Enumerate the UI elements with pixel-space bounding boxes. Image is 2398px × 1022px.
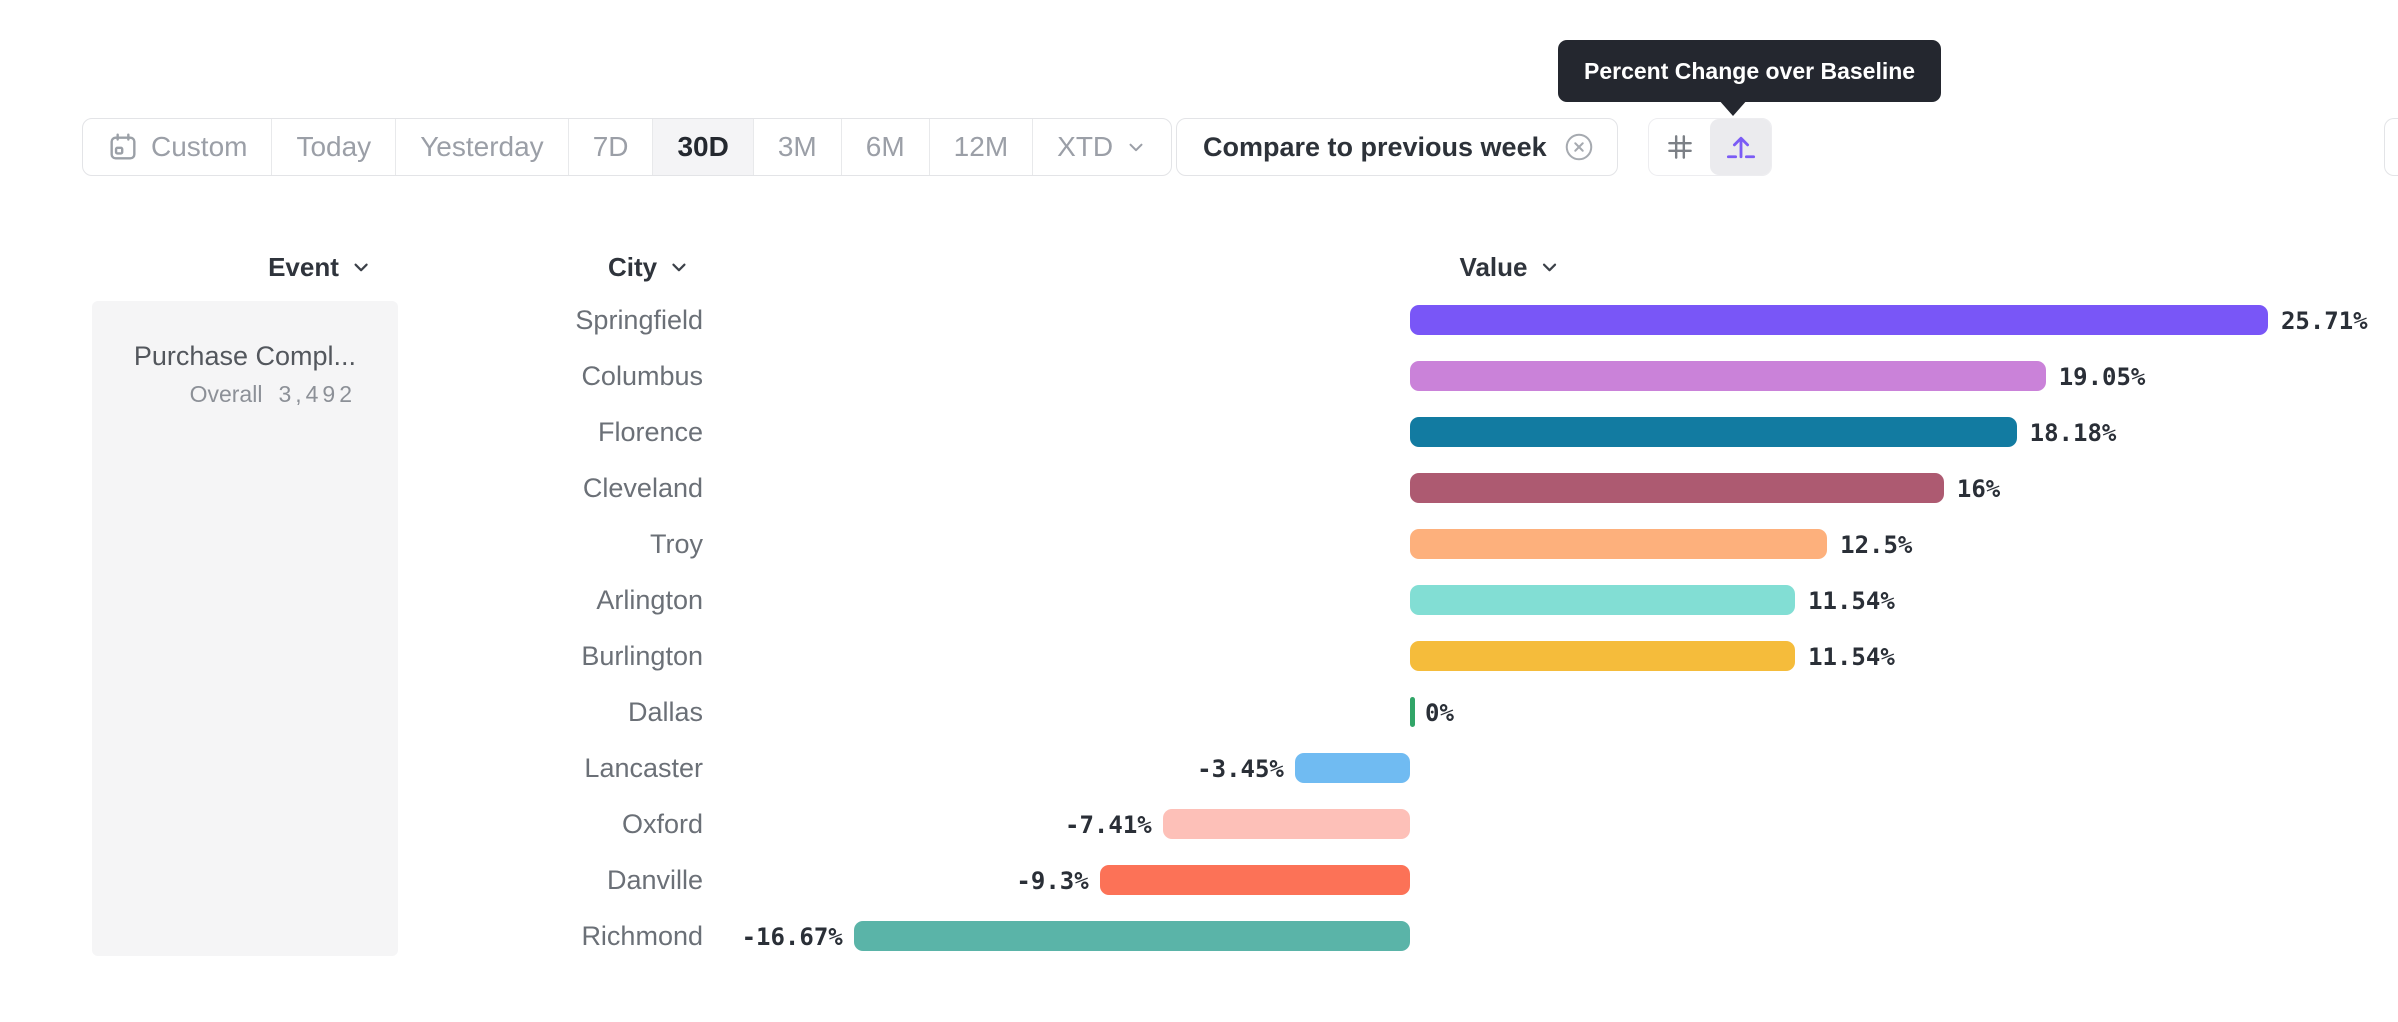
city-label-troy[interactable]: Troy — [650, 529, 703, 559]
date-range-yesterday[interactable]: Yesterday — [395, 119, 568, 175]
date-range-label: 3M — [777, 131, 817, 162]
value-bar[interactable] — [1410, 697, 1415, 727]
bar-value-label: 25.71% — [2280, 307, 2368, 335]
city-label-oxford[interactable]: Oxford — [621, 809, 703, 839]
date-range-3m[interactable]: 3M — [752, 119, 841, 175]
date-range-label: Custom — [151, 131, 248, 162]
event-metric-value: 3,492 — [278, 381, 356, 407]
value-bar[interactable] — [1410, 585, 1796, 615]
bar-value-label: 19.05% — [2058, 363, 2146, 391]
city-label-arlington[interactable]: Arlington — [596, 585, 703, 615]
date-range-custom[interactable]: Custom — [83, 119, 271, 175]
bar-value-label: 0% — [1425, 699, 1454, 727]
chevron-down-icon — [350, 256, 372, 278]
chart-row: Richmond -16.67% — [0, 908, 2398, 964]
city-label-springfield[interactable]: Springfield — [575, 305, 703, 335]
date-range-7d[interactable]: 7D — [567, 119, 653, 175]
value-bar[interactable] — [853, 921, 1410, 951]
chart-row: Burlington 11.54% — [0, 628, 2398, 684]
value-bar[interactable] — [1410, 417, 2017, 447]
date-range-label: 7D — [592, 131, 629, 162]
chevron-down-icon — [1125, 136, 1147, 158]
tooltip: Percent Change over Baseline — [1558, 40, 1942, 102]
city-label-cleveland[interactable]: Cleveland — [582, 473, 703, 503]
bar-value-label: 11.54% — [1808, 587, 1895, 615]
date-range-label: 12M — [953, 131, 1009, 162]
bar-value-label: -9.3% — [1016, 867, 1089, 895]
chart-row: Danville -9.3% — [0, 852, 2398, 908]
bar-value-label: 16% — [1956, 475, 2001, 503]
value-bar[interactable] — [1162, 809, 1410, 839]
bar-value-label: -16.67% — [741, 923, 843, 951]
chevron-down-icon — [668, 256, 690, 278]
chart-row: Troy 12.5% — [0, 516, 2398, 572]
column-header-value[interactable]: Value — [1460, 250, 1561, 284]
city-label-richmond[interactable]: Richmond — [581, 921, 703, 951]
value-bar[interactable] — [1410, 473, 1944, 503]
event-name: Purchase Compl... — [133, 341, 356, 371]
date-range-label: XTD — [1057, 131, 1114, 162]
compare-chip-label: Compare to previous week — [1203, 131, 1547, 162]
column-header-value-label: Value — [1459, 251, 1528, 282]
percent-change-baseline-toggle-button[interactable] — [1710, 119, 1771, 175]
column-header-city-label: City — [607, 251, 658, 282]
chart-row: Columbus 19.05% — [0, 348, 2398, 404]
tooltip-text: Percent Change over Baseline — [1584, 57, 1916, 84]
column-header-event-label: Event — [268, 251, 339, 282]
chart-row: Springfield 25.71% — [0, 292, 2398, 348]
bar-value-label: -7.41% — [1065, 811, 1152, 839]
bar-value-label: -3.45% — [1197, 755, 1284, 783]
date-range-6m[interactable]: 6M — [840, 119, 929, 175]
date-range-xtd[interactable]: XTD — [1032, 119, 1171, 175]
bar-value-label: 18.18% — [2029, 419, 2117, 447]
circle-x-icon[interactable] — [1563, 131, 1595, 163]
column-header-city[interactable]: City — [608, 250, 690, 284]
chart-row: Cleveland 16% — [0, 460, 2398, 516]
bar-value-label: 12.5% — [1840, 531, 1913, 559]
date-range-12m[interactable]: 12M — [928, 119, 1032, 175]
date-range-30d[interactable]: 30D — [652, 119, 753, 175]
chart-row: Florence 18.18% — [0, 404, 2398, 460]
chart-row: Dallas 0% — [0, 684, 2398, 740]
value-bar[interactable] — [1294, 753, 1410, 783]
city-label-columbus[interactable]: Columbus — [581, 361, 703, 391]
city-label-danville[interactable]: Danville — [606, 865, 703, 895]
value-bar[interactable] — [1410, 305, 2268, 335]
date-range-toolbar: Custom Today Yesterday 7D 30D 3M 6M 12M XTD — [82, 118, 1173, 176]
value-bar[interactable] — [1410, 529, 1828, 559]
compare-chip[interactable]: Compare to previous week — [1176, 118, 1618, 176]
value-bar[interactable] — [1410, 641, 1796, 671]
event-metrics: Overall 3,492 — [92, 381, 356, 408]
bar-value-label: 11.54% — [1808, 643, 1895, 671]
tooltip-arrow — [1718, 99, 1748, 116]
city-label-dallas[interactable]: Dallas — [627, 697, 703, 727]
event-card[interactable]: Purchase Compl... Overall 3,492 — [92, 301, 398, 956]
bar-chart: Springfield 25.71% Columbus 19.05% Florence 1… — [0, 292, 2398, 964]
city-label-lancaster[interactable]: Lancaster — [584, 753, 703, 783]
chevron-down-icon — [1538, 256, 1560, 278]
hash-grid-toggle-button[interactable] — [1649, 119, 1710, 175]
chart-row: Oxford -7.41% — [0, 796, 2398, 852]
calendar-icon — [107, 131, 139, 163]
date-range-label: Yesterday — [420, 131, 544, 162]
hash-grid-icon — [1663, 130, 1697, 164]
chart-row: Arlington 11.54% — [0, 572, 2398, 628]
baseline-arrow-icon — [1723, 129, 1759, 165]
date-range-label: Today — [296, 131, 372, 162]
partial-button-right[interactable] — [2384, 118, 2398, 176]
event-metric-label: Overall — [189, 381, 263, 407]
chart-view-toggle — [1648, 118, 1772, 176]
value-bar[interactable] — [1099, 865, 1410, 895]
column-header-event[interactable]: Event — [268, 250, 372, 284]
city-label-florence[interactable]: Florence — [597, 417, 703, 447]
value-bar[interactable] — [1410, 361, 2046, 391]
date-range-label: 30D — [677, 131, 729, 162]
date-range-label: 6M — [865, 131, 905, 162]
city-label-burlington[interactable]: Burlington — [581, 641, 703, 671]
date-range-today[interactable]: Today — [271, 119, 395, 175]
chart-row: Lancaster -3.45% — [0, 740, 2398, 796]
